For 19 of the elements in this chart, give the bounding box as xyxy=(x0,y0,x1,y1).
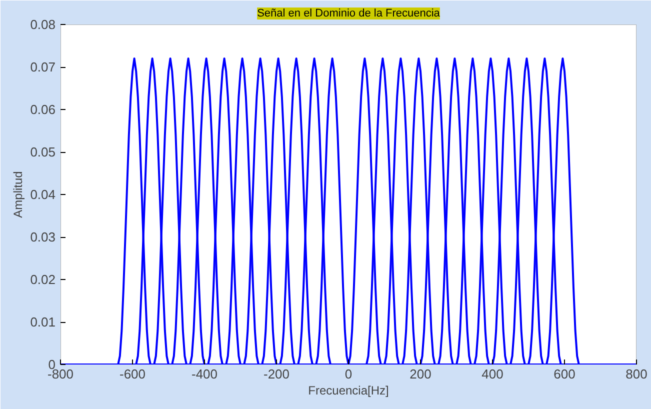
y-axis-title: Amplitud xyxy=(11,171,26,218)
y-tick-label: 0.01 xyxy=(30,314,56,330)
y-tick-label: 0.02 xyxy=(30,272,56,287)
x-tick-label: -200 xyxy=(263,366,290,382)
x-axis-title: Frecuencia[Hz] xyxy=(308,384,389,398)
y-tick-label: 0.03 xyxy=(30,230,56,244)
x-tick-label: 800 xyxy=(626,366,648,382)
x-tick-label: -600 xyxy=(119,366,146,382)
x-tick-label: 400 xyxy=(482,366,504,382)
chart-title: Señal en el Dominio de la Frecuencia xyxy=(257,8,441,20)
y-tick-label: 0.07 xyxy=(30,60,56,74)
x-tick-label: 600 xyxy=(554,366,576,382)
y-tick-label: 0.06 xyxy=(30,102,56,117)
y-tick-label: 0.08 xyxy=(30,17,56,32)
x-tick-label: -400 xyxy=(191,366,218,382)
x-tick-label: 0 xyxy=(344,366,352,382)
y-tick-label: 0.05 xyxy=(30,144,56,160)
x-tick-label: 200 xyxy=(410,366,432,382)
y-tick-label: 0.04 xyxy=(30,187,56,202)
